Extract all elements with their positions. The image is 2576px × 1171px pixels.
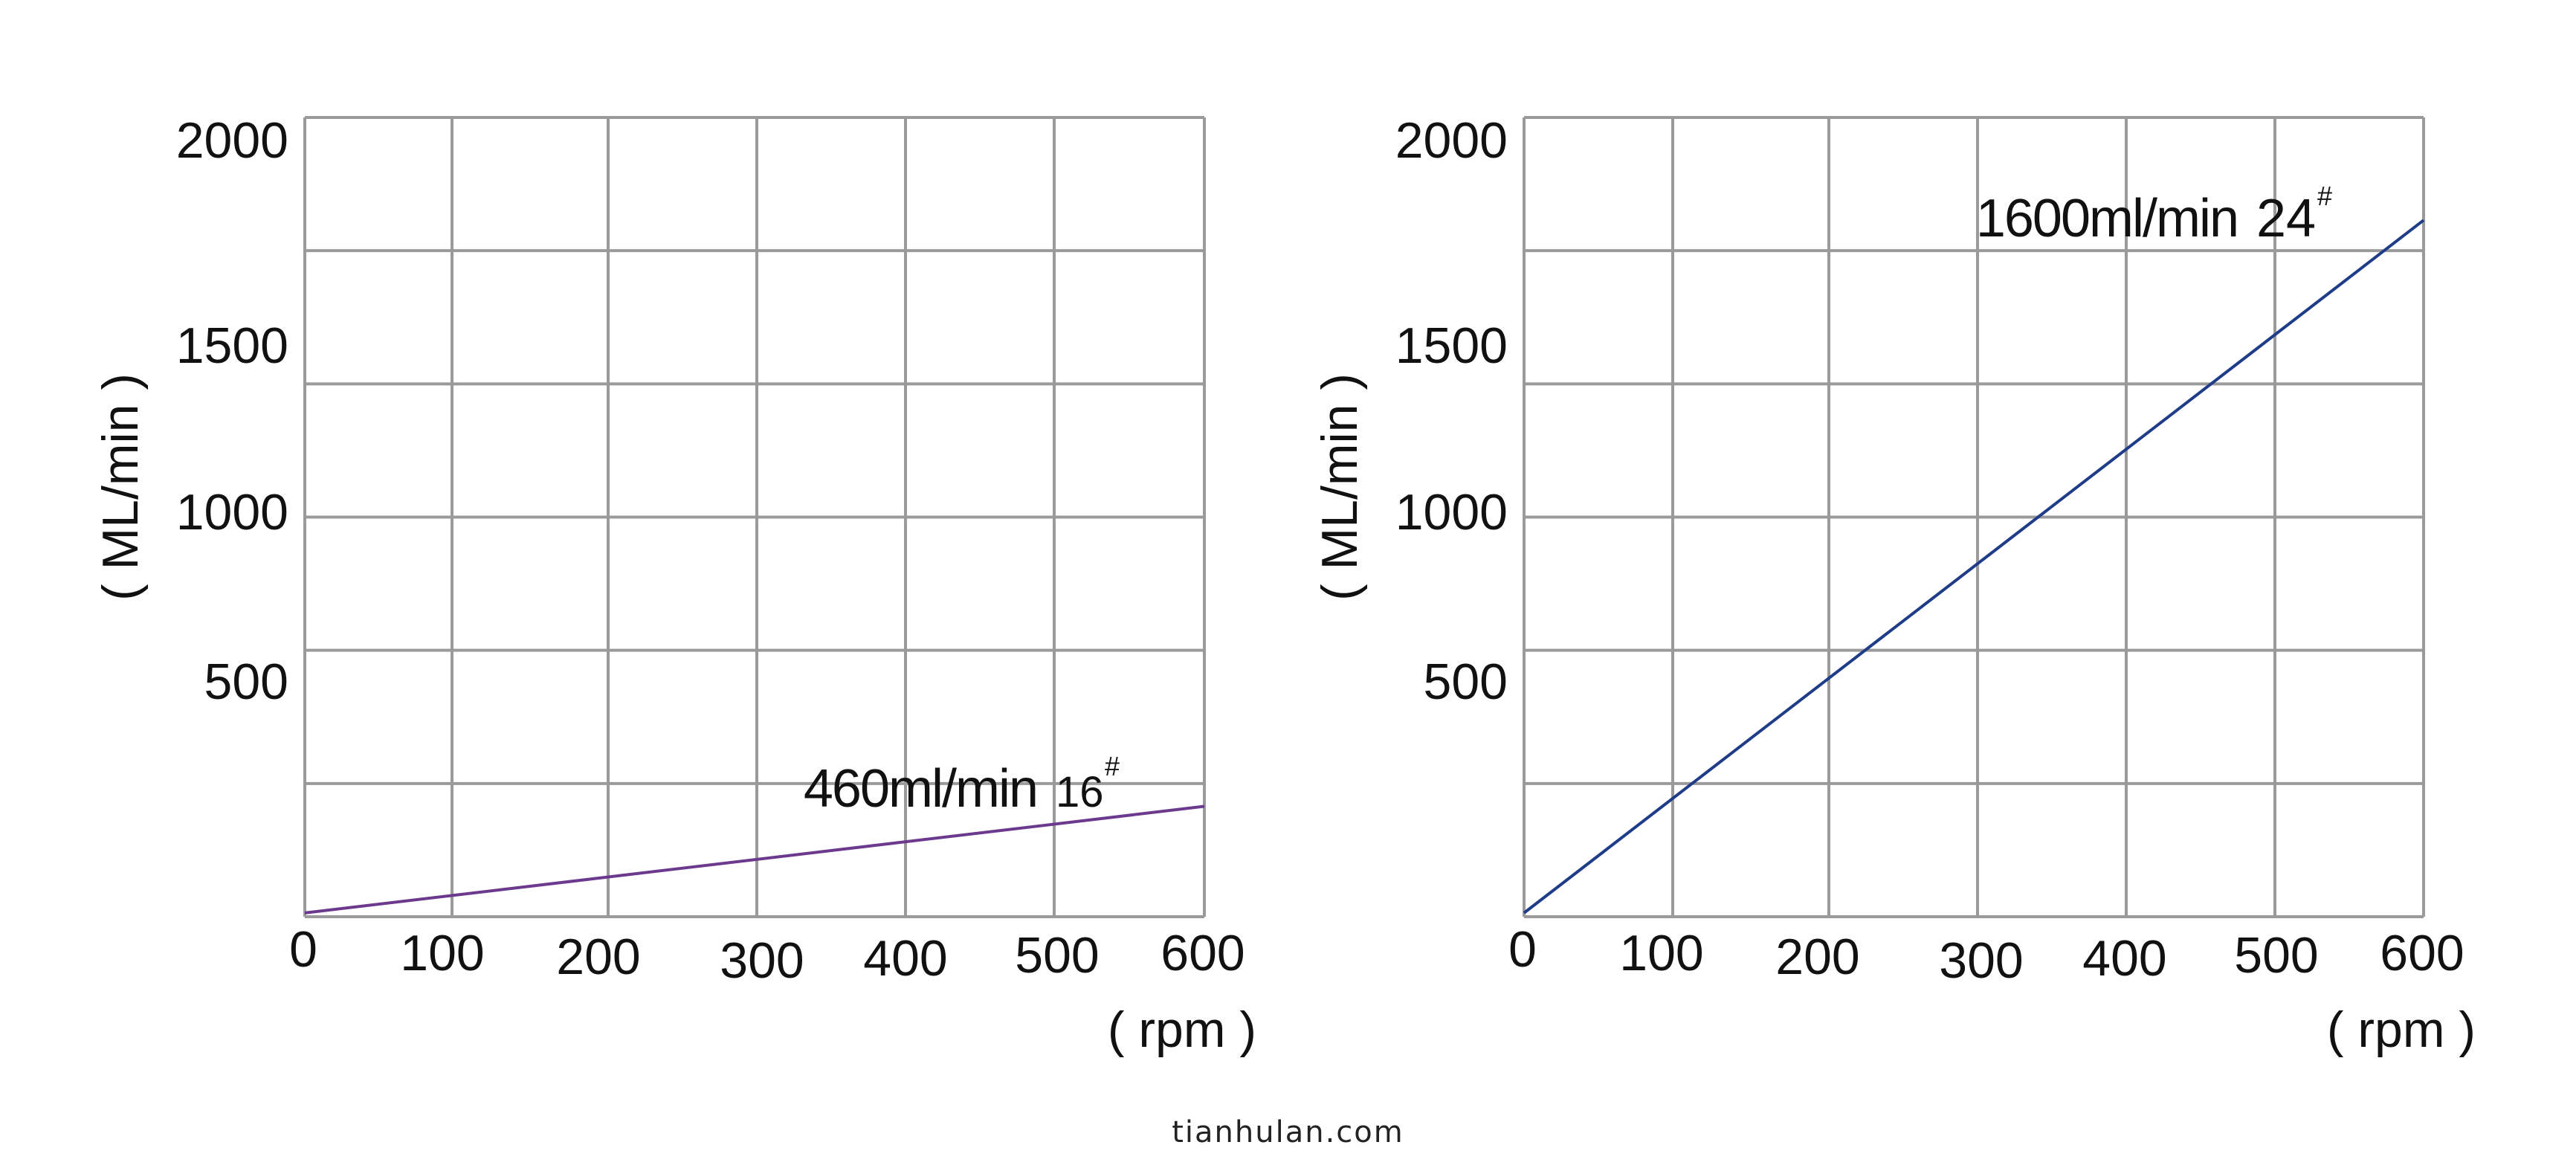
x-tick-label: 600	[2380, 925, 2464, 981]
x-tick-label: 400	[863, 930, 947, 987]
y-tick-label: 500	[1424, 654, 1508, 710]
y-tick-label: 1000	[176, 484, 288, 541]
x-tick-label: 200	[556, 929, 640, 985]
y-tick-label: 500	[204, 654, 288, 710]
y-axis-label: ( ML/min )	[92, 373, 149, 601]
x-tick-label: 300	[1939, 932, 2023, 989]
x-tick-label: 500	[2234, 927, 2318, 984]
x-tick-label: 600	[1161, 925, 1245, 981]
y-tick-label: 1500	[1395, 317, 1508, 374]
y-tick-label: 1500	[176, 317, 288, 374]
annotation-mark: #	[1105, 751, 1120, 781]
x-tick-label: 300	[720, 932, 804, 989]
annotation-size: 16	[1056, 768, 1104, 816]
annotation-size: 24	[2256, 189, 2316, 248]
x-tick-label: 200	[1775, 929, 1859, 985]
series-line	[1523, 219, 2425, 914]
footer-text: tianhulan.com	[1172, 1115, 1404, 1149]
annotation-mark: #	[2317, 181, 2332, 211]
annotation-label: 1600ml/min	[1976, 189, 2238, 248]
x-tick-label: 100	[1619, 925, 1703, 981]
x-tick-label: 0	[1508, 921, 1537, 978]
x-tick-label: 500	[1015, 927, 1099, 984]
annotation-label: 460ml/min	[804, 759, 1037, 819]
series-line	[304, 804, 1205, 914]
x-tick-label: 0	[289, 921, 317, 978]
x-tick-label: 400	[2082, 930, 2166, 987]
y-tick-label: 1000	[1395, 484, 1508, 541]
y-tick-label: 2000	[176, 112, 288, 169]
y-tick-label: 2000	[1395, 112, 1508, 169]
x-tick-label: 100	[400, 925, 484, 981]
y-axis-label: ( ML/min )	[1311, 373, 1368, 601]
x-axis-label: ( rpm )	[1108, 1001, 1256, 1058]
x-axis-label: ( rpm )	[2327, 1001, 2476, 1058]
